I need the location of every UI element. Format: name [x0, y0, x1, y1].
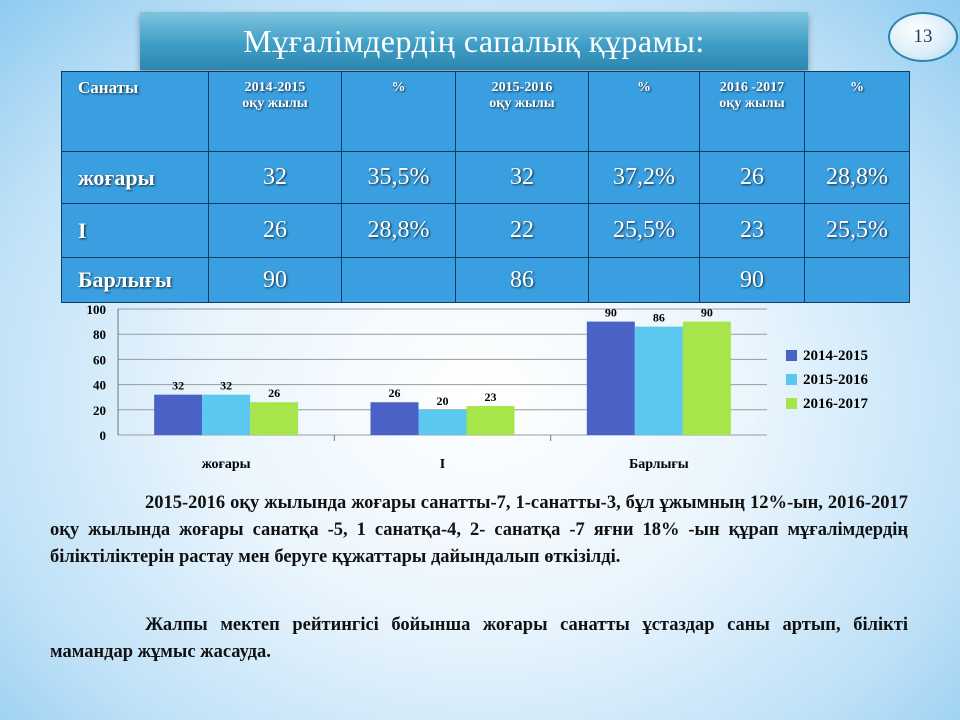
table-cell: 28,8%: [804, 151, 910, 204]
table-cell: [804, 257, 910, 303]
x-category-label: Барлығы: [629, 457, 689, 472]
legend-swatch: [786, 374, 797, 385]
table-cell: I: [61, 203, 209, 258]
bar: [154, 394, 203, 435]
chart-data-labels: 32 32 26 26 20 23 90 86 90: [172, 306, 713, 408]
table-cell: 37,2%: [588, 151, 700, 204]
table-cell: 90: [699, 257, 805, 303]
chart-x-axis: жоғары I Барлығы: [202, 457, 689, 472]
x-category-label: I: [440, 457, 445, 472]
data-label: 26: [268, 386, 280, 400]
bar: [682, 321, 731, 435]
slide-title: Мұғалімдердің сапалық құрамы:: [140, 12, 808, 70]
data-label: 23: [485, 390, 497, 404]
paragraph-1-text: 2015-2016 оқу жылында жоғары санатты-7, …: [50, 493, 908, 567]
legend-label: 2016-2017: [803, 396, 868, 412]
table-cell: [588, 257, 700, 303]
header-year-2015: 2015-2016 оқу жылы: [489, 80, 555, 111]
table-header-cell: 2014-2015 оқу жылы: [208, 71, 342, 152]
table-cell: [341, 257, 456, 303]
bar: [202, 394, 251, 435]
bar: [634, 326, 683, 435]
table-header-row: Санаты 2014-2015 оқу жылы % 2015-2016 оқ…: [61, 71, 910, 152]
chart-bars: [154, 321, 731, 435]
table-cell: 26: [208, 203, 342, 258]
y-tick-label: 0: [100, 428, 107, 443]
table-cell: 35,5%: [341, 151, 456, 204]
table-header-cell: %: [804, 71, 910, 152]
table-row: I 26 28,8% 22 25,5% 23 25,5%: [61, 203, 910, 258]
table-cell: 86: [455, 257, 589, 303]
bar-chart: 0 20 40 60 80 100 32 32 26 26 20 23 90 86 90 жоғары I Б…: [87, 302, 869, 472]
table-row: жоғары 32 35,5% 32 37,2% 26 28,8%: [61, 151, 910, 204]
table-cell: 90: [208, 257, 342, 303]
table-header-cell: %: [341, 71, 456, 152]
table-header-cell: 2016 -2017 оқу жылы: [699, 71, 805, 152]
table-cell: жоғары: [61, 151, 209, 204]
table-cell: 28,8%: [341, 203, 456, 258]
data-label: 32: [172, 379, 184, 393]
table-cell: Барлығы: [61, 257, 209, 303]
legend-swatch: [786, 350, 797, 361]
paragraph-conclusion: Жалпы мектеп рейтингісі бойынша жоғары с…: [50, 612, 908, 666]
bar: [586, 321, 635, 435]
x-category-label: жоғары: [202, 457, 251, 472]
data-label: 90: [605, 306, 617, 320]
bar: [418, 409, 467, 435]
table-cell: 25,5%: [804, 203, 910, 258]
bar: [466, 406, 515, 435]
legend-swatch: [786, 398, 797, 409]
category-table: Санаты 2014-2015 оқу жылы % 2015-2016 оқ…: [61, 71, 910, 303]
page-number-badge: 13: [888, 12, 958, 62]
y-tick-label: 100: [87, 302, 107, 317]
paragraph-2-text: Жалпы мектеп рейтингісі бойынша жоғары с…: [50, 615, 908, 662]
paragraph-summary: 2015-2016 оқу жылында жоғары санатты-7, …: [50, 490, 908, 571]
header-year-2014: 2014-2015 оқу жылы: [242, 80, 308, 111]
header-year-2016: 2016 -2017 оқу жылы: [719, 80, 785, 111]
table-cell: 23: [699, 203, 805, 258]
data-label: 20: [437, 394, 449, 408]
data-label: 32: [220, 379, 232, 393]
y-tick-label: 20: [93, 403, 106, 418]
table-header-cell: 2015-2016 оқу жылы: [455, 71, 589, 152]
chart-legend: 2014-2015 2015-2016 2016-2017: [786, 348, 868, 412]
bar: [250, 402, 299, 435]
y-tick-label: 80: [93, 327, 106, 342]
table-row: Барлығы 90 86 90: [61, 257, 910, 303]
legend-label: 2015-2016: [803, 372, 868, 388]
data-label: 26: [389, 386, 401, 400]
y-tick-label: 40: [93, 378, 106, 393]
y-tick-label: 60: [93, 352, 106, 367]
chart-y-axis: 0 20 40 60 80 100: [87, 302, 107, 443]
table-cell: 22: [455, 203, 589, 258]
data-label: 86: [653, 311, 665, 325]
table-cell: 26: [699, 151, 805, 204]
legend-label: 2014-2015: [803, 348, 868, 364]
table-cell: 25,5%: [588, 203, 700, 258]
data-label: 90: [701, 306, 713, 320]
table-header-cell: Санаты: [61, 71, 209, 152]
table-header-cell: %: [588, 71, 700, 152]
table-cell: 32: [455, 151, 589, 204]
bar: [370, 402, 419, 435]
table-cell: 32: [208, 151, 342, 204]
